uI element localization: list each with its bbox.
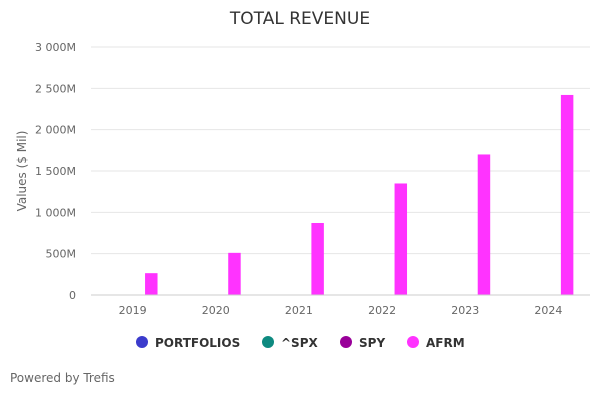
x-tick-label: 2019: [119, 304, 147, 317]
legend-label: ^SPX: [281, 336, 318, 350]
x-tick-label: 2020: [202, 304, 230, 317]
legend-item[interactable]: ^SPX: [262, 336, 318, 350]
legend-label: SPY: [359, 336, 385, 350]
y-tick-label: 1 000M: [35, 206, 76, 219]
gridlines: [91, 46, 590, 255]
x-tick-label: 2024: [534, 304, 562, 317]
legend-marker: [407, 336, 419, 348]
x-axis-ticks: 2019 2020 2021 2022 2023 2024: [119, 304, 563, 317]
y-axis-label: Values ($ Mil): [15, 131, 29, 212]
legend-marker: [136, 336, 148, 348]
chart-title: TOTAL REVENUE: [229, 9, 370, 29]
bars: [145, 94, 574, 296]
y-tick-label: 2 500M: [35, 82, 76, 95]
bar-afrm-2019: [145, 273, 158, 295]
powered-by-footer[interactable]: Powered by Trefis: [10, 371, 115, 385]
legend-label: AFRM: [426, 336, 465, 350]
legend-item[interactable]: AFRM: [407, 336, 465, 350]
x-tick-label: 2022: [368, 304, 396, 317]
y-tick-label: 500M: [46, 248, 77, 261]
y-axis-ticks: 0 500M 1 000M 1 500M 2 000M 2 500M 3 000M: [35, 41, 76, 302]
y-tick-label: 0: [69, 289, 76, 302]
bar-afrm-2022: [394, 183, 408, 295]
legend-marker: [340, 336, 352, 348]
y-tick-label: 3 000M: [35, 41, 76, 54]
bar-afrm-2021: [311, 222, 324, 295]
legend[interactable]: PORTFOLIOS ^SPX SPY AFRM: [136, 336, 465, 350]
legend-item[interactable]: PORTFOLIOS: [136, 336, 240, 350]
bar-afrm-2024: [560, 94, 574, 296]
bar-afrm-2020: [228, 252, 241, 295]
y-tick-label: 1 500M: [35, 165, 76, 178]
legend-label: PORTFOLIOS: [155, 336, 240, 350]
x-tick-label: 2023: [451, 304, 479, 317]
y-tick-label: 2 000M: [35, 124, 76, 137]
x-tick-label: 2021: [285, 304, 313, 317]
bar-afrm-2023: [477, 154, 491, 295]
legend-marker: [262, 336, 274, 348]
legend-item[interactable]: SPY: [340, 336, 385, 350]
